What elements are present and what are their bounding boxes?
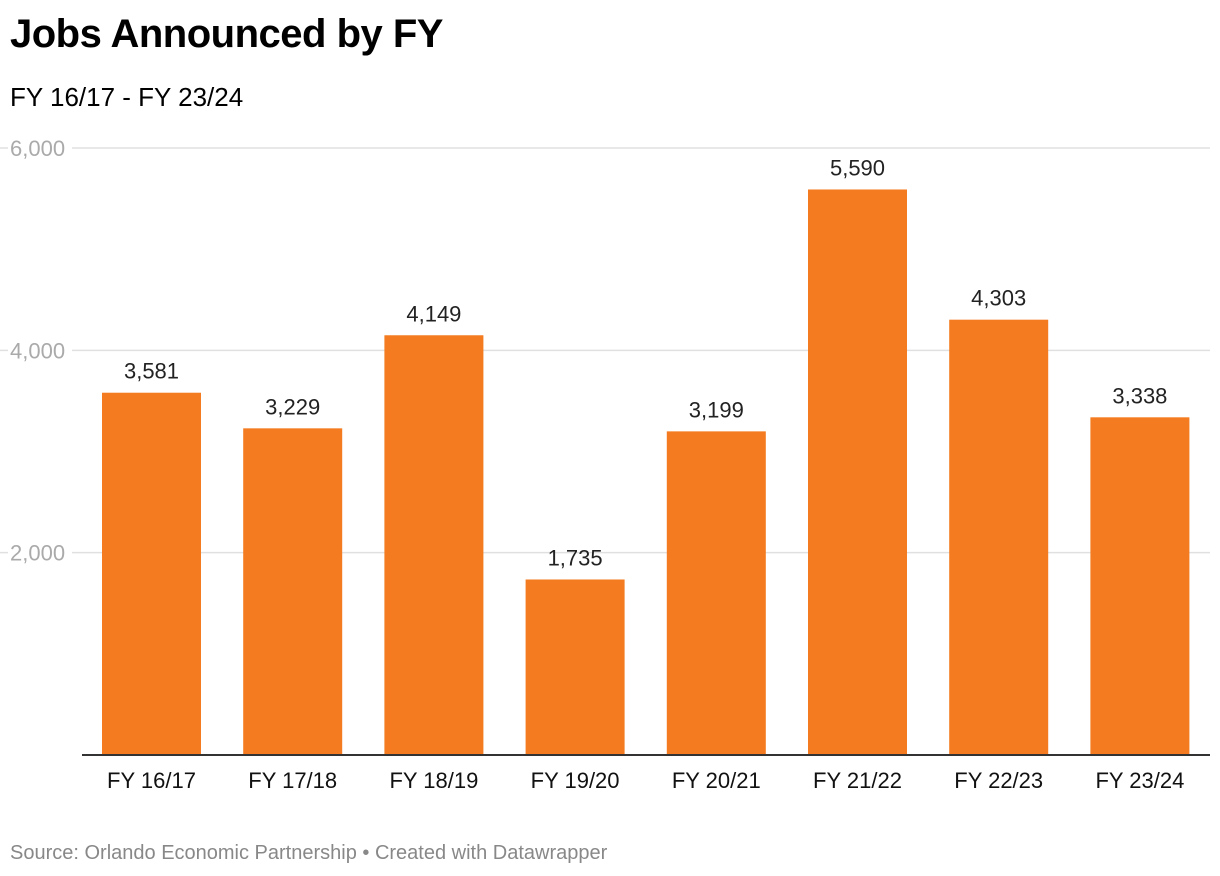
value-labels: 3,581 3,229 4,149 1,735 3,199 5,590 4,303 3,338 — [124, 155, 1167, 570]
bar-value-label: 3,199 — [689, 397, 744, 422]
chart-subtitle: FY 16/17 - FY 23/24 — [10, 82, 244, 112]
y-tick-label-bg — [8, 134, 72, 160]
bar-value-label: 3,229 — [265, 394, 320, 419]
x-tick-label: FY 21/22 — [813, 768, 902, 793]
bar — [949, 319, 1049, 755]
y-tick-label-bg — [8, 336, 72, 363]
bar-value-label: 5,590 — [830, 155, 885, 180]
x-tick-label: FY 20/21 — [672, 768, 761, 793]
y-tick-label: 2,000 — [10, 541, 65, 566]
chart-title: Jobs Announced by FY — [10, 12, 444, 56]
x-tick-label: FY 16/17 — [107, 768, 196, 793]
bar-value-label: 4,149 — [406, 301, 461, 326]
x-tick-label: FY 17/18 — [248, 768, 337, 793]
bar — [243, 428, 343, 755]
bar — [102, 392, 201, 755]
x-tick-label: FY 19/20 — [531, 768, 620, 793]
y-tick-label: 4,000 — [10, 338, 65, 363]
bars — [102, 189, 1190, 755]
y-axis-ticks: 2,000 4,000 6,000 — [8, 134, 72, 566]
x-tick-label: FY 22/23 — [954, 768, 1043, 793]
bar-value-label: 3,581 — [124, 359, 179, 384]
bar — [666, 431, 766, 755]
y-tick-label-bg — [8, 538, 72, 565]
bar — [525, 579, 625, 755]
bar — [1090, 417, 1190, 755]
x-tick-label: FY 18/19 — [389, 768, 478, 793]
y-tick-label: 6,000 — [10, 136, 65, 161]
source-note: Source: Orlando Economic Partnership • C… — [10, 842, 608, 864]
bar-value-label: 4,303 — [971, 286, 1026, 311]
x-tick-label: FY 23/24 — [1095, 768, 1184, 793]
bar-value-label: 3,338 — [1112, 383, 1167, 408]
x-axis-ticks: FY 16/17 FY 17/18 FY 18/19 FY 19/20 FY 20/21… — [107, 768, 1184, 793]
bar — [808, 189, 907, 755]
bar — [384, 335, 484, 755]
bar-value-label: 1,735 — [548, 545, 603, 570]
